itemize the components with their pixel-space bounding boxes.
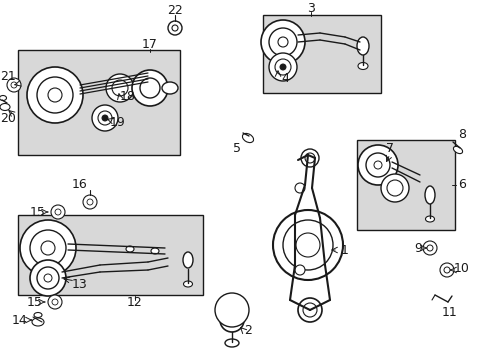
Circle shape <box>274 59 290 75</box>
Text: 1: 1 <box>340 243 348 256</box>
Text: 4: 4 <box>281 72 288 85</box>
Text: 5: 5 <box>232 141 241 154</box>
Circle shape <box>443 267 449 273</box>
Circle shape <box>172 25 178 31</box>
Circle shape <box>297 298 321 322</box>
Circle shape <box>132 70 168 106</box>
Circle shape <box>294 265 305 275</box>
Ellipse shape <box>425 216 434 222</box>
Circle shape <box>48 88 62 102</box>
Bar <box>18 50 180 155</box>
Text: 12: 12 <box>127 297 142 310</box>
Ellipse shape <box>0 95 6 100</box>
Circle shape <box>20 220 76 276</box>
Circle shape <box>48 295 62 309</box>
Circle shape <box>37 77 73 113</box>
Circle shape <box>7 78 21 92</box>
Circle shape <box>37 267 59 289</box>
Circle shape <box>283 220 332 270</box>
Ellipse shape <box>151 248 159 254</box>
Ellipse shape <box>183 252 193 268</box>
Ellipse shape <box>183 281 192 287</box>
Circle shape <box>261 20 305 64</box>
Circle shape <box>52 299 58 305</box>
Text: 20: 20 <box>0 112 16 125</box>
Ellipse shape <box>424 186 434 204</box>
Circle shape <box>272 210 342 280</box>
Circle shape <box>268 28 296 56</box>
Bar <box>18 215 203 295</box>
Circle shape <box>386 180 402 196</box>
Circle shape <box>11 82 17 88</box>
Ellipse shape <box>126 246 134 252</box>
Circle shape <box>27 67 83 123</box>
Text: 22: 22 <box>167 4 183 17</box>
Circle shape <box>268 53 296 81</box>
Circle shape <box>102 115 108 121</box>
Circle shape <box>305 153 314 163</box>
Ellipse shape <box>224 339 239 347</box>
Bar <box>356 140 454 230</box>
Circle shape <box>439 263 453 277</box>
Circle shape <box>168 21 182 35</box>
Circle shape <box>41 241 55 255</box>
Circle shape <box>30 230 66 266</box>
Text: 10: 10 <box>453 261 469 274</box>
Text: 18: 18 <box>120 90 136 103</box>
Circle shape <box>55 209 61 215</box>
Text: 2: 2 <box>244 324 251 337</box>
Text: 21: 21 <box>0 71 16 84</box>
Circle shape <box>92 105 118 131</box>
Circle shape <box>106 74 134 102</box>
Ellipse shape <box>32 318 44 326</box>
Ellipse shape <box>162 82 178 94</box>
Circle shape <box>51 205 65 219</box>
Bar <box>263 15 380 93</box>
Circle shape <box>373 161 381 169</box>
Text: 3: 3 <box>306 3 314 15</box>
Text: 13: 13 <box>72 278 88 291</box>
Text: 8: 8 <box>457 129 465 141</box>
Text: 17: 17 <box>142 39 158 51</box>
Text: 11: 11 <box>441 306 457 319</box>
Text: 9: 9 <box>413 242 421 255</box>
Text: 14: 14 <box>12 314 28 327</box>
Circle shape <box>278 37 287 47</box>
Circle shape <box>422 241 436 255</box>
Circle shape <box>357 145 397 185</box>
Circle shape <box>380 174 408 202</box>
Circle shape <box>365 153 389 177</box>
Ellipse shape <box>242 134 253 143</box>
Circle shape <box>112 80 128 96</box>
Circle shape <box>98 111 112 125</box>
Text: 15: 15 <box>27 296 43 309</box>
Circle shape <box>220 308 244 332</box>
Circle shape <box>280 64 285 70</box>
Circle shape <box>30 260 66 296</box>
Text: 19: 19 <box>110 116 125 129</box>
Circle shape <box>301 149 318 167</box>
Ellipse shape <box>452 147 462 154</box>
Circle shape <box>295 233 319 257</box>
Circle shape <box>426 245 432 251</box>
Circle shape <box>83 195 97 209</box>
Ellipse shape <box>357 63 367 69</box>
Text: 6: 6 <box>457 179 465 192</box>
Circle shape <box>44 274 52 282</box>
Circle shape <box>294 183 305 193</box>
Text: 15: 15 <box>30 206 46 219</box>
Text: 7: 7 <box>385 141 393 154</box>
Ellipse shape <box>34 312 42 318</box>
Circle shape <box>303 303 316 317</box>
Circle shape <box>215 293 248 327</box>
Circle shape <box>140 78 160 98</box>
Circle shape <box>87 199 93 205</box>
Ellipse shape <box>0 104 10 111</box>
Ellipse shape <box>356 37 368 55</box>
Text: 16: 16 <box>72 179 88 192</box>
